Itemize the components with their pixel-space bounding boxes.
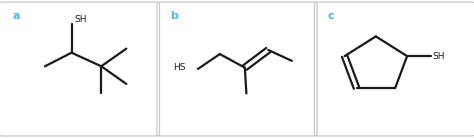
Text: HS: HS [173, 63, 185, 72]
Text: b: b [170, 11, 178, 21]
Text: SH: SH [432, 52, 445, 61]
Text: a: a [12, 11, 19, 21]
Text: SH: SH [74, 14, 86, 23]
Text: c: c [328, 11, 334, 21]
